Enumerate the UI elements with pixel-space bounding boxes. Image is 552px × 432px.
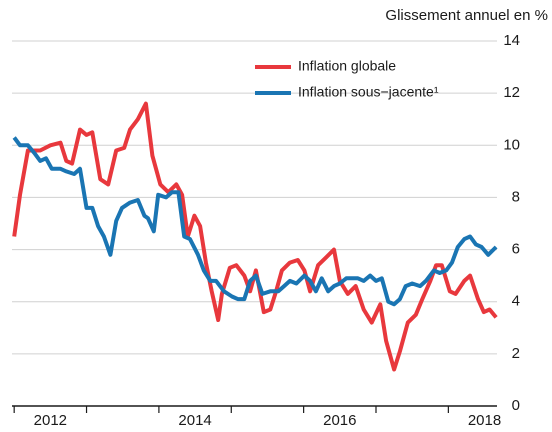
legend-label: Inflation globale xyxy=(298,58,396,74)
x-tick-label: 2014 xyxy=(178,412,211,429)
line xyxy=(12,101,498,372)
x-tick-label: 2012 xyxy=(34,412,67,429)
y-tick-label: 2 xyxy=(512,345,520,362)
x-tick-label: 2018 xyxy=(468,412,501,429)
y-tick-label: 12 xyxy=(503,84,520,101)
y-tick-label: 10 xyxy=(503,136,520,153)
y-tick-label: 4 xyxy=(512,293,520,310)
y-tick-label: 6 xyxy=(512,241,520,258)
y-tick-label: 0 xyxy=(512,397,520,414)
legend-label: Inflation sous−jacente¹ xyxy=(298,84,439,100)
y-tick-label: 14 xyxy=(503,32,520,49)
x-tick-label: 2016 xyxy=(323,412,356,429)
line xyxy=(12,136,498,307)
y-axis-label: Glissement annuel en % xyxy=(385,7,548,24)
y-tick-label: 8 xyxy=(512,188,520,205)
